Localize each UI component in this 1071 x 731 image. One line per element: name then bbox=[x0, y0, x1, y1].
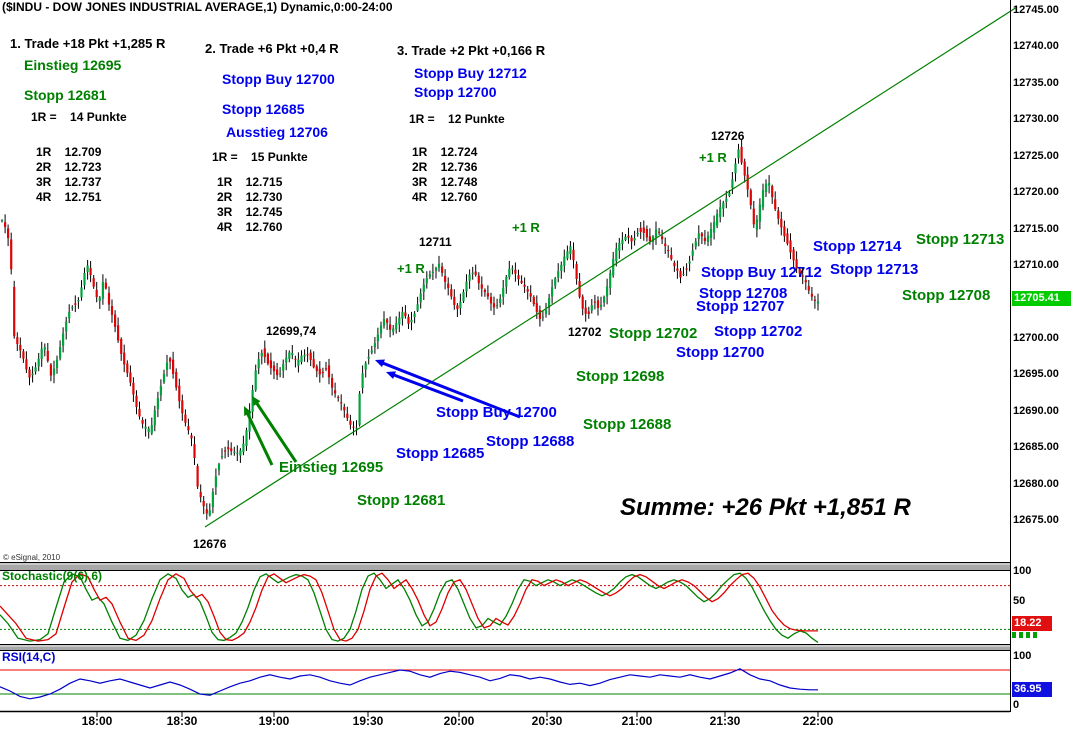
chart-stopp-buy-12712: Stopp Buy 12712 bbox=[701, 264, 822, 281]
